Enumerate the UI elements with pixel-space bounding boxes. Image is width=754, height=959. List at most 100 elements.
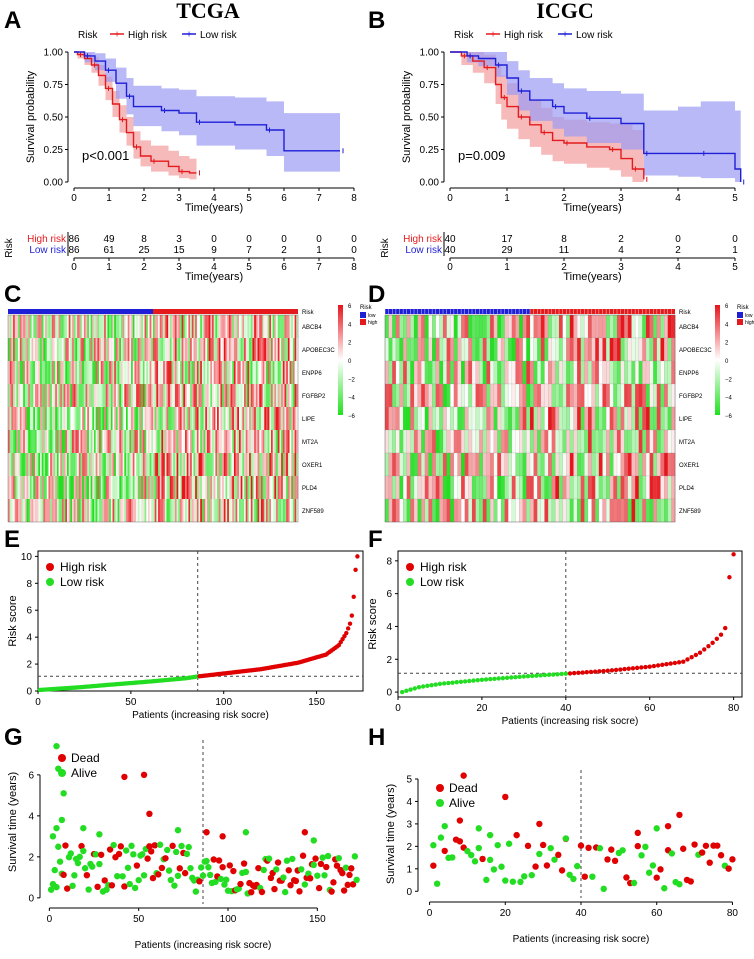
heatmap-cell (112, 384, 115, 407)
heatmap-cell (287, 315, 290, 338)
heatmap-cell (115, 361, 118, 384)
heatmap-cell (97, 499, 100, 522)
heatmap-cell (410, 498, 415, 523)
gene-label: ABCB4 (302, 325, 322, 331)
heatmap-cell (264, 384, 267, 407)
heatmap-cell (70, 315, 73, 338)
heatmap-cell (131, 476, 134, 499)
heatmap-cell (294, 407, 297, 430)
heatmap-cell (8, 361, 10, 384)
heatmap-cell (395, 498, 400, 523)
heatmap-cell (169, 476, 172, 499)
heatmap-cell (598, 383, 603, 408)
heatmap-cell (23, 384, 26, 407)
heatmap-cell (92, 430, 95, 453)
heatmap-cell (206, 453, 209, 476)
heatmap-cell (67, 361, 69, 384)
y-tick-label: 2 (26, 660, 32, 671)
heatmap-cell (63, 453, 66, 476)
heatmap-cell (508, 383, 513, 408)
heatmap-cell (265, 453, 268, 476)
heatmap-cell (8, 384, 10, 407)
heatmap-cell (99, 453, 102, 476)
heatmap-cell (185, 499, 188, 522)
heatmap-cell (193, 476, 196, 499)
heatmap-cell (446, 429, 451, 454)
heatmap-cell (124, 338, 127, 361)
heatmap-cell (410, 406, 415, 431)
heatmap-cell (296, 430, 299, 453)
heatmap-cell (142, 476, 145, 499)
heatmap-cell (146, 499, 149, 522)
heatmap-cell (137, 407, 140, 430)
heatmap-cell (493, 429, 498, 454)
y-tick-label: 10 (21, 552, 33, 563)
heatmap-cell (191, 384, 194, 407)
heatmap-cell (464, 383, 469, 408)
heatmap-cell (667, 475, 672, 500)
heatmap-cell (292, 384, 295, 407)
heatmap-cell (667, 452, 672, 477)
alive-point (471, 858, 479, 865)
heatmap-cell (14, 430, 17, 453)
heatmap-cell (461, 383, 466, 408)
heatmap-cell (442, 383, 447, 408)
heatmap-cell (468, 475, 473, 500)
heatmap-cell (117, 361, 120, 384)
heatmap-cell (181, 476, 184, 499)
heatmap-cell (522, 452, 527, 477)
heatmap-cell (235, 315, 238, 338)
heatmap-cell (475, 429, 480, 454)
heatmap-cell (468, 406, 473, 431)
heatmap-cell (26, 430, 29, 453)
heatmap-cell (169, 384, 172, 407)
heatmap-cell (166, 430, 169, 453)
x-tick-label: 0 (47, 914, 53, 925)
heatmap-cell (176, 407, 179, 430)
heatmap-cell (87, 476, 90, 499)
heatmap-cell (136, 384, 139, 407)
heatmap-cell (88, 315, 91, 338)
alive-point (468, 851, 475, 859)
heatmap-cell (457, 498, 462, 523)
alive-point (551, 856, 558, 863)
heatmap-cell (267, 407, 270, 430)
heatmap-cell (410, 475, 415, 500)
dead-point (323, 863, 330, 871)
heatmap-cell (63, 476, 66, 499)
heatmap-cell (179, 407, 182, 430)
heatmap-cell (77, 361, 80, 384)
heatmap-cell (562, 383, 567, 408)
heatmap-cell (174, 338, 177, 361)
heatmap-cell (169, 430, 172, 453)
heatmap-cell (105, 384, 108, 407)
heatmap-cell (114, 338, 117, 361)
heatmap-cell (117, 499, 120, 522)
heatmap-cell (244, 430, 247, 453)
heatmap-cell (137, 476, 140, 499)
heatmap-cell (500, 337, 505, 362)
high-risk-point (685, 657, 690, 662)
heatmap-cell (262, 338, 265, 361)
heatmap-cell (82, 453, 85, 476)
heatmap-cell (196, 407, 199, 430)
heatmap-cell (453, 429, 458, 454)
alive-point (486, 856, 494, 864)
heatmap-cell (247, 338, 250, 361)
heatmap-cell (16, 338, 19, 361)
heatmap-cell (624, 314, 629, 339)
heatmap-cell (287, 476, 290, 499)
y-tick-label: 0.50 (44, 113, 64, 124)
heatmap-cell (260, 407, 263, 430)
dead-point (219, 863, 226, 871)
heatmap-cell (95, 430, 98, 453)
heatmap-cell (161, 499, 164, 522)
heatmap-cell (73, 315, 76, 338)
heatmap-cell (41, 407, 44, 430)
heatmap-cell (292, 338, 295, 361)
heatmap-cell (417, 498, 422, 523)
heatmap-cell (667, 360, 672, 385)
heatmap-cell (156, 338, 159, 361)
heatmap-cell (296, 338, 299, 361)
